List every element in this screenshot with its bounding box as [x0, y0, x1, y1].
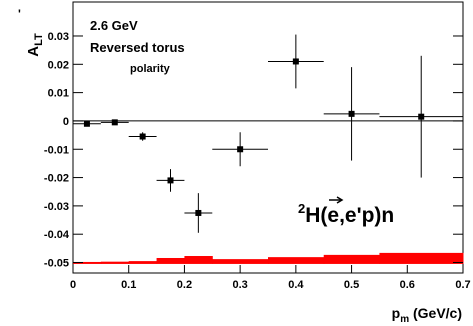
data-point	[195, 209, 202, 216]
y-tick-label: -0.05	[44, 258, 69, 270]
data-point	[167, 177, 174, 184]
x-tick-label: 0.7	[455, 279, 470, 291]
y-tick-label: 0.01	[48, 88, 69, 100]
data-point	[418, 113, 425, 120]
x-tick-label: 0.5	[344, 279, 359, 291]
data-point	[348, 110, 355, 117]
data-point	[139, 133, 146, 140]
reaction-vector: e	[327, 204, 339, 227]
systematic-band	[268, 257, 325, 264]
vector-arrow	[329, 196, 344, 204]
x-axis-label: pm (GeV/c)	[392, 305, 462, 325]
reaction-sup: 2	[298, 201, 305, 216]
y-tick-label: 0.03	[48, 31, 69, 43]
x-tick-label: 0	[70, 279, 76, 291]
y-tick-label: -0.01	[44, 144, 69, 156]
reaction-label: 2H(e,e'p)n	[298, 201, 394, 227]
y-tick-label: -0.03	[44, 201, 69, 213]
systematic-band	[73, 261, 102, 264]
y-label-main: A	[25, 46, 42, 57]
systematic-band	[379, 252, 464, 264]
x-tick-label: 0.2	[177, 279, 192, 291]
systematic-band	[156, 257, 185, 264]
x-tick-label: 0.6	[400, 279, 415, 291]
annotation: polarity	[130, 63, 171, 75]
y-tick-label: 0.02	[48, 59, 69, 71]
y-axis-label: ALT	[25, 33, 45, 57]
y-label-sub: LT	[33, 33, 45, 46]
data-point	[292, 58, 299, 65]
systematic-band	[128, 261, 158, 264]
x-tick-label: 0.3	[232, 279, 247, 291]
data-point	[83, 120, 90, 127]
data-point	[237, 146, 244, 153]
reaction-pre: H(	[305, 204, 327, 227]
x-label-sub: m	[400, 314, 409, 325]
y-tick-label: -0.02	[44, 173, 69, 185]
x-label-main: p	[392, 305, 401, 321]
y-tick-label: 0	[63, 116, 69, 128]
systematic-band	[212, 259, 269, 264]
annotation: 2.6 GeV	[90, 18, 138, 33]
systematic-band	[184, 256, 213, 264]
systematic-band	[323, 254, 380, 264]
frame	[72, 1, 464, 274]
systematic-band	[100, 261, 130, 264]
y-label-prime: '	[18, 7, 21, 21]
reaction-post: ,e'p)n	[339, 204, 394, 227]
x-label-unit: (GeV/c)	[409, 305, 462, 321]
annotation: Reversed torus	[90, 40, 185, 55]
data-point	[111, 119, 118, 126]
y-tick-label: -0.04	[44, 229, 70, 241]
x-tick-label: 0.1	[121, 279, 136, 291]
x-tick-label: 0.4	[288, 279, 304, 291]
